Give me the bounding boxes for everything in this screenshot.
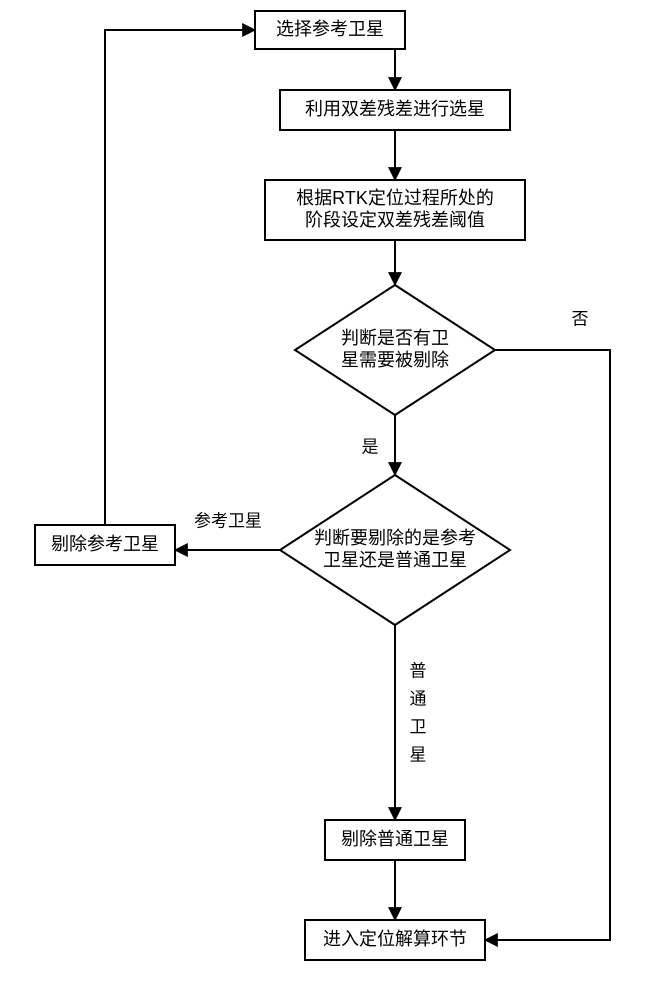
svg-text:卫星还是普通卫星: 卫星还是普通卫星 (323, 550, 467, 570)
svg-text:阶段设定双差残差阈值: 阶段设定双差残差阈值 (305, 210, 485, 230)
svg-text:是: 是 (362, 437, 379, 456)
svg-text:普: 普 (410, 661, 427, 680)
svg-text:剔除普通卫星: 剔除普通卫星 (341, 829, 449, 849)
svg-text:利用双差残差进行选星: 利用双差残差进行选星 (305, 99, 485, 119)
svg-text:参考卫星: 参考卫星 (194, 511, 262, 530)
svg-text:选择参考卫星: 选择参考卫星 (276, 19, 384, 39)
svg-text:剔除参考卫星: 剔除参考卫星 (51, 534, 159, 554)
svg-text:通: 通 (410, 689, 427, 708)
svg-text:进入定位解算环节: 进入定位解算环节 (323, 929, 467, 949)
svg-text:判断要剔除的是参考: 判断要剔除的是参考 (314, 528, 476, 548)
svg-text:卫: 卫 (410, 717, 427, 736)
svg-text:星: 星 (410, 745, 427, 764)
svg-text:判断是否有卫: 判断是否有卫 (341, 328, 449, 348)
svg-text:根据RTK定位过程所处的: 根据RTK定位过程所处的 (296, 188, 494, 208)
svg-text:星需要被剔除: 星需要被剔除 (341, 350, 449, 370)
flowchart-diagram: 是 否参考卫星普通卫星 选择参考卫星利用双差残差进行选星根据RTK定位过程所处的阶段… (0, 0, 648, 1000)
svg-text:否: 否 (572, 309, 589, 328)
